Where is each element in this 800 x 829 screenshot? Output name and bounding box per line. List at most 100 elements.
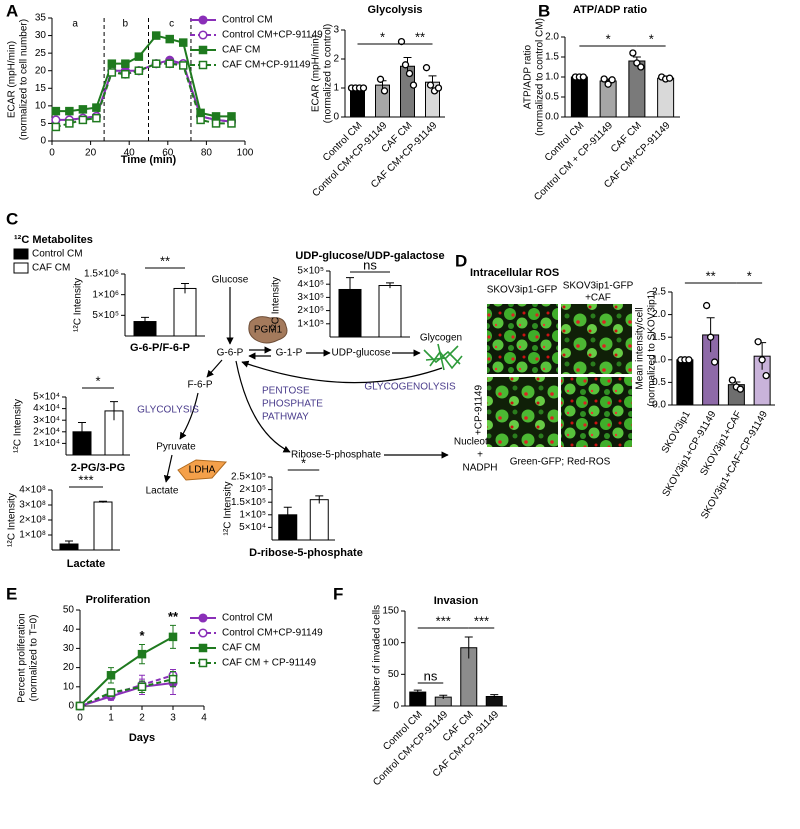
- y-tick-label: 4×10⁵: [297, 279, 324, 290]
- y-tick-label: 0: [68, 701, 74, 712]
- node-label: Nucleotides: [454, 437, 506, 448]
- y-tick-label: 2.5×10⁵: [231, 472, 266, 483]
- error-bar: [181, 283, 189, 294]
- y-axis-label: Number of invaded cells: [372, 605, 383, 712]
- y-tick-label: 30: [63, 643, 75, 654]
- chart-title: G-6-P/F-6-P: [130, 342, 190, 354]
- data-point: [702, 301, 711, 310]
- chart-title: D-ribose-5-phosphate: [249, 547, 363, 559]
- y-tick-label: 3×10⁵: [297, 292, 324, 303]
- y-tick-label: 20: [63, 662, 75, 673]
- chart-title: Proliferation: [86, 594, 151, 606]
- marker: [198, 45, 208, 55]
- x-tick-label: 40: [124, 148, 136, 159]
- enzyme-label: LDHA: [189, 465, 216, 476]
- error-bar: [99, 500, 107, 503]
- y-tick-label: 10: [63, 681, 75, 692]
- significance-label: ***: [78, 472, 93, 487]
- marker: [168, 632, 178, 642]
- y-tick-label: 35: [35, 13, 47, 24]
- y-tick-label: 4×10⁸: [19, 485, 46, 496]
- y-tick-label: 40: [63, 624, 75, 635]
- data-point: [754, 338, 762, 346]
- data-point: [401, 61, 410, 69]
- micrograph: [561, 377, 632, 447]
- marker: [168, 674, 178, 684]
- node-label: F-6-P: [188, 380, 213, 391]
- chart-title: Lactate: [67, 558, 106, 570]
- error-bar: [110, 401, 118, 421]
- panel-label: F: [333, 584, 343, 603]
- error-bar: [464, 636, 473, 659]
- y-tick-label: 2×10⁸: [19, 515, 46, 526]
- significance-label: **: [160, 253, 170, 268]
- panel-label: D: [455, 251, 467, 270]
- significance-label: *: [606, 31, 611, 46]
- y-tick-label: 10: [35, 100, 47, 111]
- marker: [121, 59, 130, 68]
- legend-swatch: [13, 248, 29, 260]
- y-tick-label: 1.5: [652, 332, 666, 343]
- significance-label: ns: [363, 257, 377, 272]
- y-tick-label: 25: [35, 48, 47, 59]
- image-caption: Green-GFP; Red-ROS: [510, 457, 611, 468]
- data-point: [685, 356, 693, 364]
- x-tick-label: 0: [49, 148, 55, 159]
- y-tick-label: 0.0: [545, 112, 559, 123]
- x-axis-label: Days: [129, 732, 155, 744]
- bar: [378, 285, 402, 338]
- arrow: [163, 454, 173, 483]
- y-tick-label: 1×10⁴: [33, 438, 60, 449]
- x-tick-label: 60: [162, 148, 174, 159]
- pathway-label: PATHWAY: [262, 412, 309, 423]
- y-tick-label: 2: [333, 54, 339, 65]
- column-label: SKOV3ip1-GFP: [563, 281, 634, 292]
- data-point: [758, 356, 766, 364]
- y-axis-label: ATP/ADP ratio: [523, 45, 534, 110]
- y-axis-label: ¹²C Intensity: [271, 277, 282, 331]
- y-axis-label: (normalized to cell number): [19, 19, 30, 140]
- micrograph: [561, 304, 632, 374]
- marker: [198, 628, 208, 638]
- chart-title: 2-PG/3-PG: [71, 462, 125, 474]
- marker: [178, 38, 188, 47]
- marker: [198, 613, 208, 623]
- legend-label: Control CM: [222, 613, 273, 624]
- bar: [570, 76, 588, 118]
- error-bar: [141, 316, 149, 326]
- pathway-label: GLYCOGENOLYSIS: [364, 382, 456, 393]
- y-tick-label: 0.5: [545, 92, 559, 103]
- y-tick-label: 5×10⁴: [33, 392, 60, 403]
- data-point: [629, 49, 637, 57]
- y-tick-label: 2×10⁴: [33, 426, 60, 437]
- y-axis-label: (normalized to T=0): [29, 615, 40, 702]
- chart-title: ATP/ADP ratio: [573, 4, 647, 16]
- y-tick-label: 50: [388, 669, 400, 680]
- node-label: +: [477, 450, 483, 461]
- chart-title: Invasion: [434, 595, 479, 607]
- data-point: [434, 84, 443, 92]
- marker: [227, 112, 236, 121]
- y-tick-label: 1.5×10⁶: [84, 269, 119, 280]
- data-point: [706, 333, 715, 341]
- annotation: a: [72, 19, 78, 30]
- micrograph: [487, 377, 558, 447]
- arrow: [179, 392, 199, 440]
- legend-label: Control CM: [32, 249, 83, 260]
- y-tick-label: 1×10⁸: [19, 530, 46, 541]
- x-tick-label: 1: [108, 713, 114, 724]
- y-tick-label: 1×10⁵: [239, 509, 266, 520]
- marker: [211, 112, 221, 121]
- row-label: +CP-91149: [474, 385, 485, 436]
- y-axis-label: (normalized to control CM): [535, 18, 546, 136]
- error-bar: [283, 506, 292, 523]
- marker: [51, 106, 61, 116]
- legend: Control CM CAF CM: [13, 248, 83, 274]
- bar: [676, 359, 694, 406]
- bar: [350, 87, 365, 118]
- y-tick-label: 100: [382, 637, 399, 648]
- marker: [106, 671, 116, 680]
- panel-label: C: [6, 209, 18, 228]
- marker: [107, 68, 117, 77]
